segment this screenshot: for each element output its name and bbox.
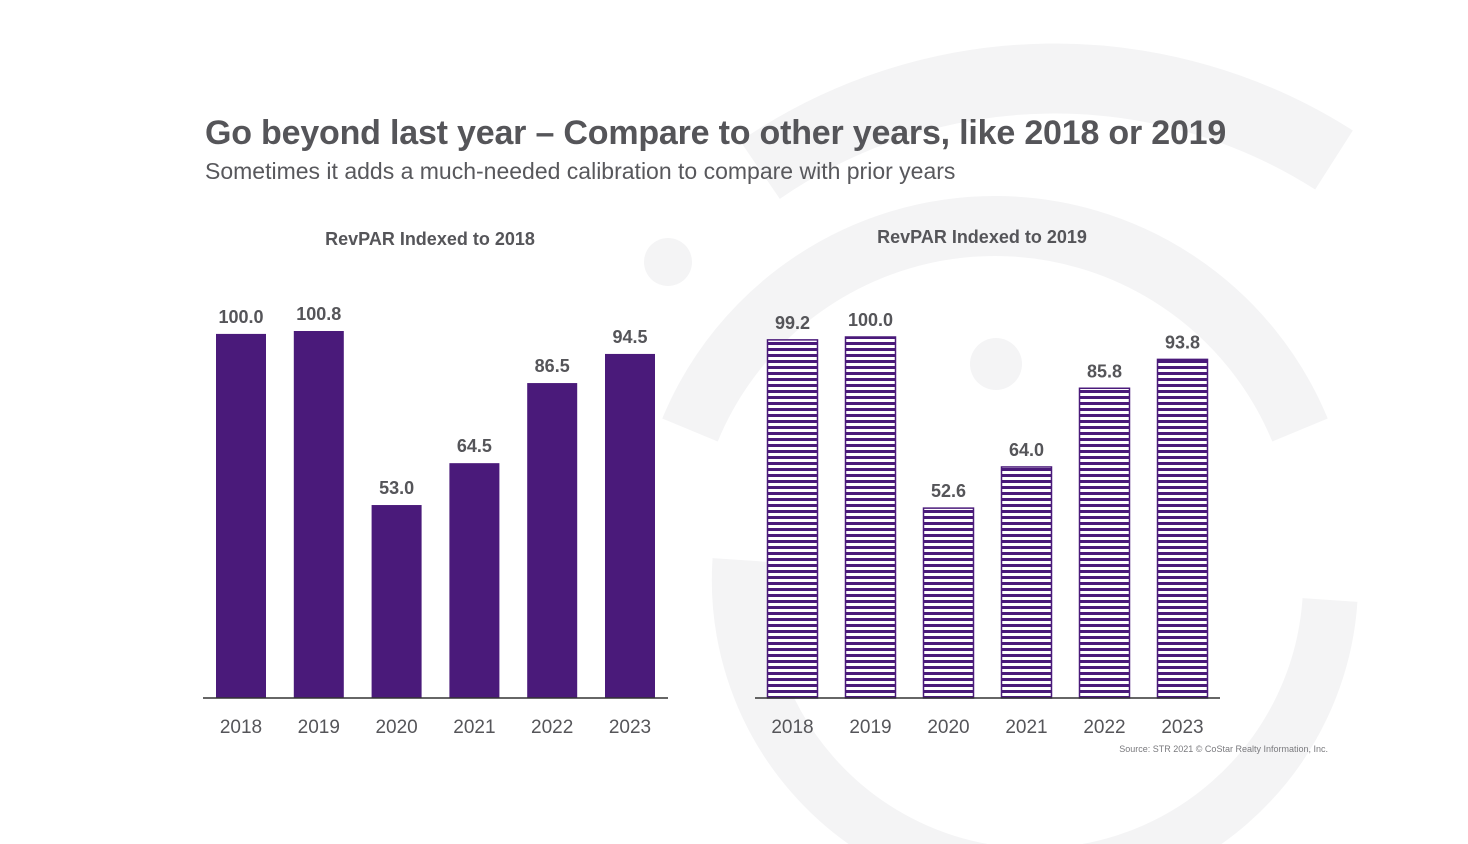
x-tick-label-2018-2023: 2023: [609, 717, 651, 738]
x-tick-label-2019-2023: 2023: [1161, 717, 1203, 738]
x-tick-label-2019-2019: 2019: [849, 717, 891, 738]
bar-2018-2018: [216, 333, 266, 698]
data-label-2019-2020: 52.6: [931, 481, 966, 501]
data-label-2018-2022: 86.5: [535, 356, 570, 376]
source-note: Source: STR 2021 © CoStar Realty Informa…: [1119, 744, 1328, 754]
data-label-2018-2023: 94.5: [612, 327, 647, 347]
chart-revpar-2018: 100.0 2018 100.8 2019 53.0 2020 64.5 2021 86.5 20…: [203, 304, 668, 738]
data-label-2018-2020: 53.0: [379, 478, 414, 498]
bar-2018-2020: [371, 505, 422, 698]
data-label-2018-2021: 64.5: [457, 436, 492, 456]
data-label-2019-2019: 100.0: [848, 310, 893, 330]
x-tick-label-2018-2019: 2019: [298, 717, 340, 738]
bar-2019-2023: [1156, 358, 1209, 699]
slide-title: Go beyond last year – Compare to other y…: [205, 114, 1227, 152]
x-tick-label-2018-2022: 2022: [531, 717, 573, 738]
x-tick-label-2019-2021: 2021: [1005, 717, 1047, 738]
slide-subtitle: Sometimes it adds a much-needed calibrat…: [205, 158, 956, 184]
x-tick-label-2019-2020: 2020: [927, 717, 969, 738]
data-label-2019-2021: 64.0: [1009, 440, 1044, 460]
chart-revpar-2019: 99.2 2018 100.0 2019 52.6 2020 64.0 2021 85.8 202…: [755, 310, 1220, 738]
data-label-2019-2023: 93.8: [1165, 332, 1200, 352]
bar-2018-2022: [527, 383, 578, 698]
data-label-2018-2018: 100.0: [218, 307, 263, 327]
x-tick-label-2018-2018: 2018: [220, 717, 262, 738]
bar-2018-2019: [293, 331, 344, 698]
x-tick-label-2018-2021: 2021: [453, 717, 495, 738]
x-tick-label-2018-2020: 2020: [375, 717, 417, 738]
data-label-2018-2019: 100.8: [296, 304, 341, 324]
x-tick-label-2019-2018: 2018: [771, 717, 813, 738]
chart-title-2018: RevPAR Indexed to 2018: [325, 229, 535, 249]
bar-2019-2018: [766, 339, 819, 699]
x-tick-label-2019-2022: 2022: [1083, 717, 1125, 738]
bar-2019-2021: [1000, 466, 1053, 699]
chart-title-2019: RevPAR Indexed to 2019: [877, 227, 1087, 247]
data-label-2019-2022: 85.8: [1087, 361, 1122, 381]
bar-2019-2022: [1078, 387, 1131, 699]
bar-2019-2020: [922, 507, 975, 699]
bar-2018-2021: [449, 463, 500, 698]
bar-2019-2019: [844, 336, 897, 699]
bar-2018-2023: [605, 353, 655, 698]
data-label-2019-2018: 99.2: [775, 313, 810, 333]
